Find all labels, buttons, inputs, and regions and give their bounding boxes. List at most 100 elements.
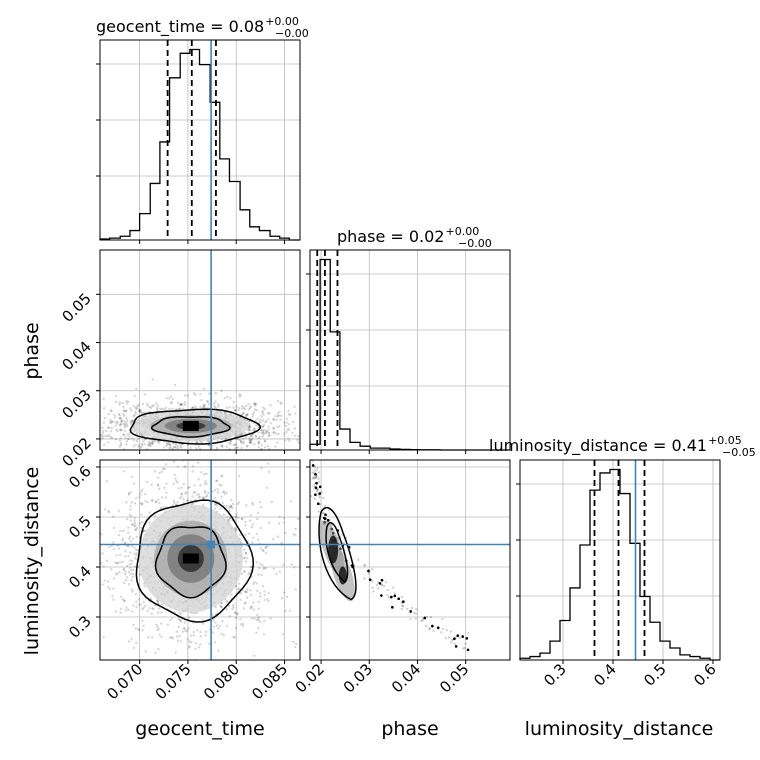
sample-point: [109, 409, 112, 412]
sample-point: [250, 525, 253, 529]
sample-point: [317, 502, 320, 506]
sample-point: [319, 485, 322, 489]
sample-point: [178, 497, 181, 500]
sample-point: [151, 378, 154, 381]
sample-point: [380, 579, 384, 582]
sample-point: [114, 400, 118, 404]
sample-point: [318, 492, 322, 495]
sample-point: [368, 578, 372, 581]
sample-point: [151, 440, 155, 444]
sample-point: [441, 618, 444, 621]
sample-point: [257, 600, 260, 604]
sample-point: [314, 473, 317, 476]
sample-point: [400, 607, 404, 611]
sample-point: [465, 637, 469, 640]
sample-point: [130, 545, 133, 548]
sample-point: [275, 572, 278, 576]
sample-point: [456, 634, 459, 637]
contour: [129, 408, 262, 445]
sample-point: [311, 464, 315, 467]
sample-point: [244, 560, 248, 563]
sample-point: [116, 430, 119, 433]
sample-point: [367, 569, 370, 573]
sample-point: [367, 569, 370, 573]
sample-point: [151, 606, 154, 610]
sample-point: [391, 606, 394, 609]
sample-point: [196, 629, 199, 632]
panel-frame: [519, 459, 721, 661]
sample-point: [368, 578, 372, 581]
sample-point: [220, 606, 223, 609]
sample-point: [406, 607, 409, 611]
sample-point: [122, 433, 126, 436]
sample-point: [216, 439, 219, 443]
sample-point: [318, 492, 322, 495]
sample-point: [391, 606, 394, 609]
sample-point: [319, 485, 322, 489]
sample-point: [215, 479, 218, 483]
sample-point: [318, 492, 322, 495]
sample-point: [195, 447, 198, 450]
sample-point: [102, 407, 106, 410]
sample-point: [453, 637, 456, 640]
x-tick-label: 0.080: [200, 660, 243, 703]
sample-point: [179, 612, 183, 616]
sample-point: [176, 465, 180, 468]
sample-point: [269, 422, 273, 425]
sample-point: [132, 482, 136, 485]
sample-point: [314, 486, 318, 489]
sample-point: [301, 423, 303, 425]
sample-point: [133, 414, 136, 417]
sample-point: [380, 594, 383, 597]
xlabel-phase: phase: [381, 718, 438, 740]
sample-point: [240, 572, 243, 576]
sample-point: [436, 626, 440, 629]
sample-point: [263, 593, 266, 597]
sample-point: [454, 636, 457, 640]
sample-point: [97, 424, 99, 426]
sample-point: [114, 424, 118, 427]
sample-point: [378, 582, 382, 585]
sample-point: [319, 485, 322, 489]
sample-point: [397, 597, 400, 601]
sample-point: [153, 470, 157, 473]
sample-point: [315, 481, 318, 485]
sample-point: [367, 569, 370, 573]
sample-point: [465, 637, 469, 640]
sample-point: [229, 396, 232, 400]
sample-point: [454, 645, 458, 648]
sample-point: [317, 502, 320, 506]
sample-point: [134, 497, 138, 500]
sample-point: [397, 597, 400, 601]
sample-point: [454, 645, 458, 648]
sample-point: [246, 399, 248, 401]
sample-point: [122, 412, 125, 416]
sample-point: [266, 428, 270, 431]
sample-point: [176, 630, 179, 633]
sample-point: [423, 616, 427, 620]
sample-point: [391, 606, 394, 609]
sample-point: [102, 636, 105, 639]
sample-point: [118, 445, 122, 448]
sample-point: [281, 632, 285, 636]
sample-point: [83, 560, 85, 562]
sample-point: [456, 634, 459, 637]
sample-point: [262, 433, 265, 436]
sample-point: [277, 432, 280, 435]
sample-point: [324, 513, 327, 516]
sample-point: [324, 513, 327, 516]
sample-point: [134, 693, 136, 695]
sample-point: [314, 486, 318, 489]
sample-point: [254, 402, 257, 406]
sample-point: [232, 400, 236, 404]
sample-point: [311, 464, 315, 467]
sample-point: [456, 634, 459, 637]
sample-point: [319, 485, 322, 489]
sample-point: [96, 556, 98, 558]
sample-point: [326, 519, 330, 522]
sample-point: [421, 619, 424, 622]
sample-point: [104, 508, 107, 511]
sample-point: [454, 645, 458, 648]
sample-point: [466, 648, 470, 652]
sample-point: [127, 583, 131, 586]
